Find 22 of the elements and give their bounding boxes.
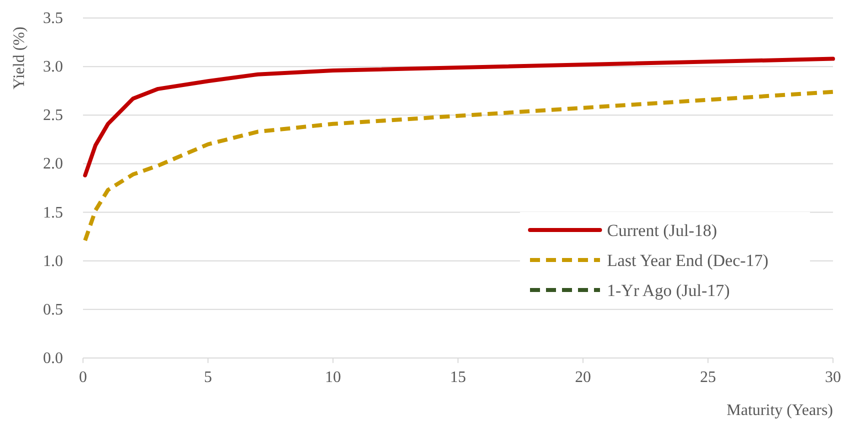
line-series [83, 90, 835, 242]
x-tick-label: 20 [575, 369, 591, 386]
x-tick-label: 15 [450, 369, 466, 386]
legend-label: 1-Yr Ago (Jul-17) [607, 281, 730, 300]
x-tick-label: 5 [204, 369, 212, 386]
x-tick-label: 10 [325, 369, 341, 386]
y-tick-label: 3.0 [43, 58, 63, 76]
line-series [83, 56, 835, 178]
y-tick-label: 1.5 [43, 204, 63, 222]
x-axis-title: Maturity (Years) [726, 402, 833, 419]
x-tick-label: 30 [825, 369, 841, 386]
legend-label: Current (Jul-18) [607, 221, 718, 240]
y-tick-label: 1.0 [43, 252, 63, 270]
y-tick-label: 2.5 [43, 107, 63, 124]
y-tick-label: 2.0 [43, 156, 63, 173]
x-tick-label: 25 [700, 369, 716, 386]
y-axis-title: Yield (%) [11, 26, 28, 90]
legend-label: Last Year End (Dec-17) [607, 251, 768, 270]
y-tick-label: 3.5 [43, 10, 63, 27]
y-tick-label: 0.0 [43, 350, 63, 367]
x-tick-label: 0 [79, 369, 87, 386]
y-tick-label: 0.5 [43, 301, 63, 318]
